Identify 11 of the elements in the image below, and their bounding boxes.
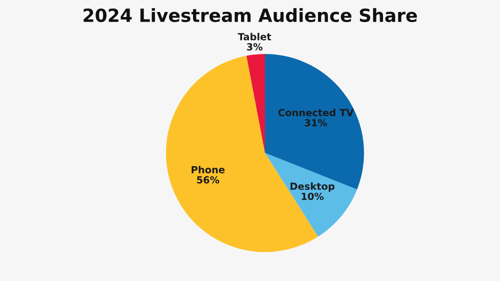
chart-title: 2024 Livestream Audience Share [84,8,417,22]
data-label: 3% [246,43,263,51]
pie-slice [246,54,265,154]
data-label: 56% [197,176,220,184]
slice-label: Phone [192,166,225,174]
slice-label: Desktop [290,182,334,192]
slice-label: Tablet [238,32,272,40]
data-label: 10% [302,192,324,200]
pie-slice [265,153,358,237]
data-label: 31% [304,119,328,126]
slice-label: Connected TV [278,108,354,116]
